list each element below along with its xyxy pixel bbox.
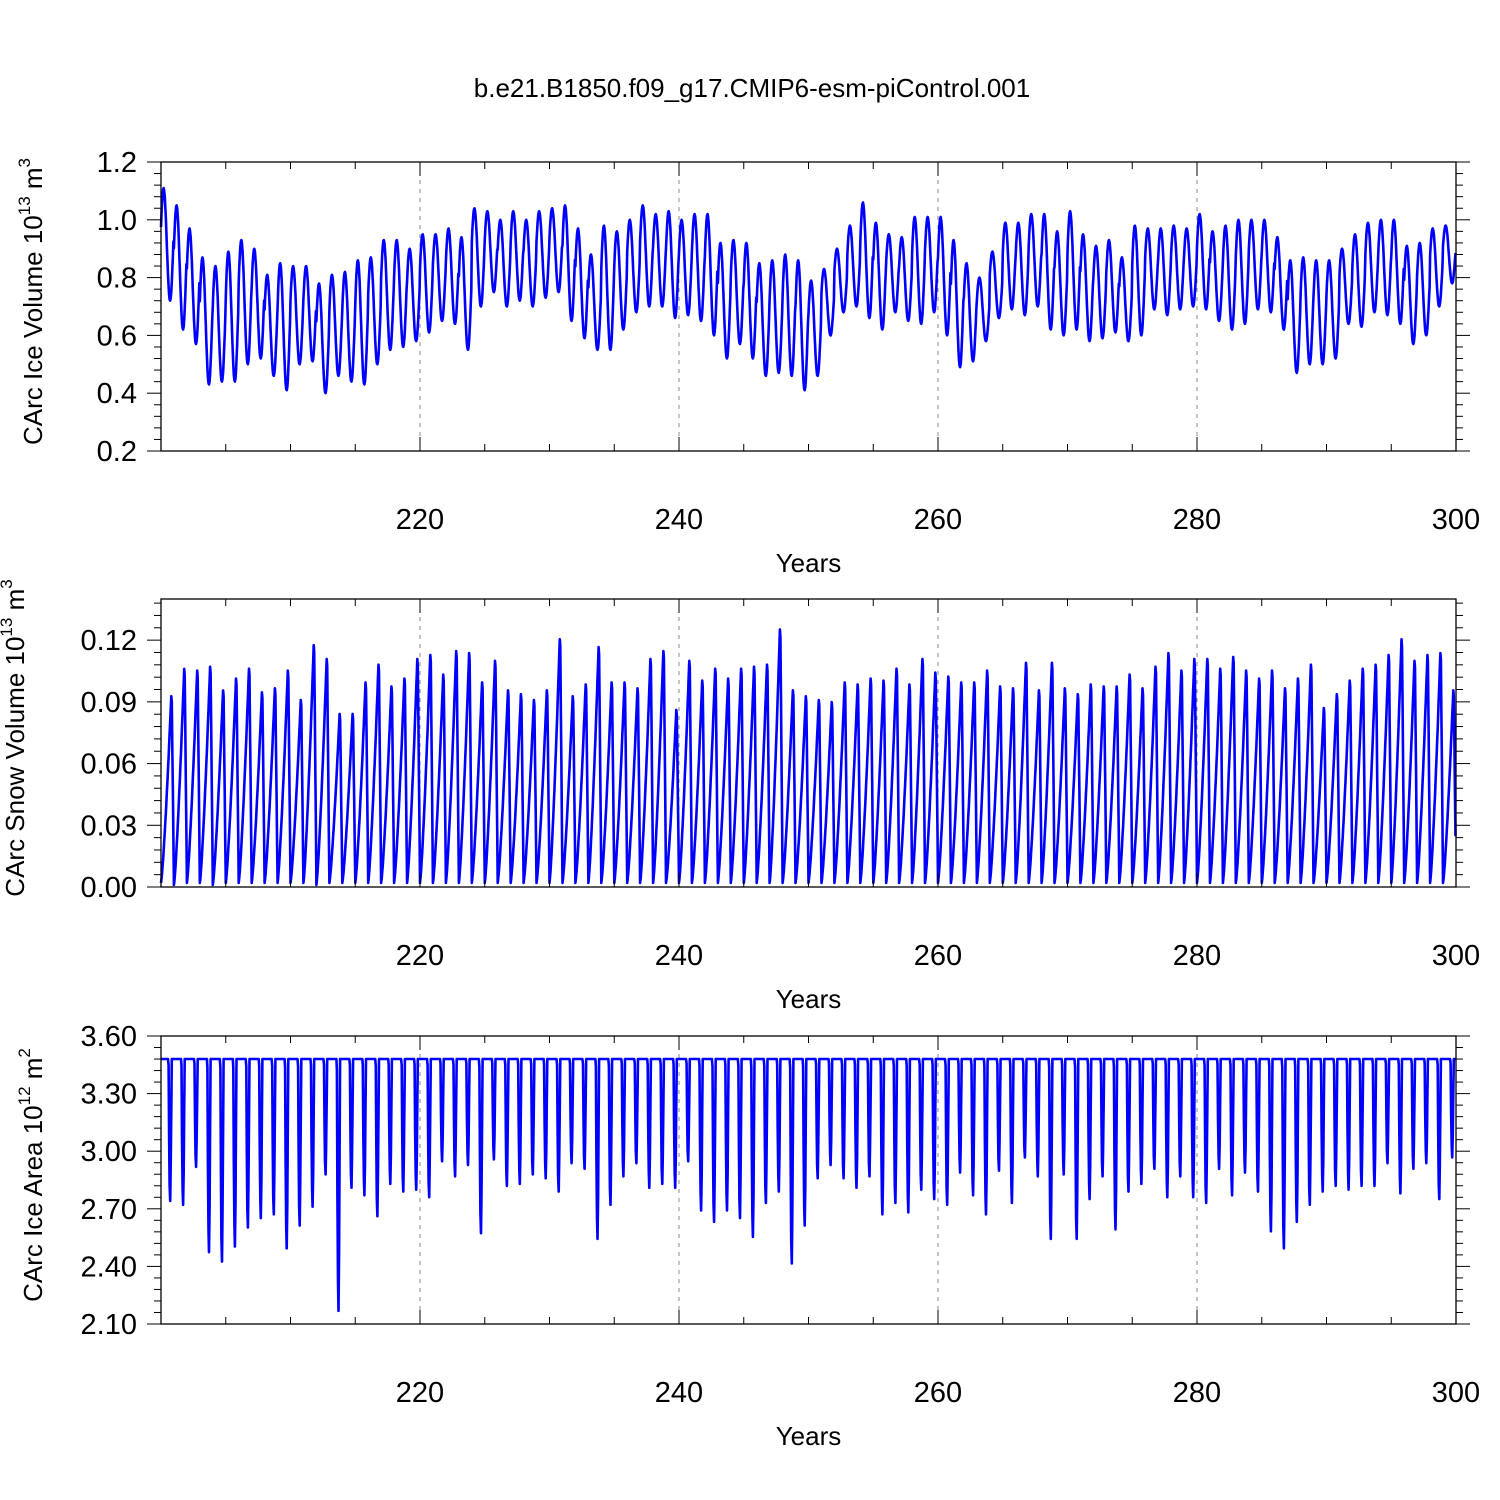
y-axis-title-unit-exp: 3	[0, 579, 16, 588]
x-tick-label: 260	[914, 940, 962, 972]
y-tick-label: 0.4	[97, 378, 137, 410]
plot-frame	[160, 1035, 1457, 1325]
y-tick-label: 0.09	[81, 687, 137, 719]
y-tick-label: 2.10	[81, 1309, 137, 1341]
y-tick-label: 1.2	[97, 147, 137, 179]
y-axis-title-unit-exp: 2	[15, 1048, 34, 1057]
x-tick-label: 300	[1432, 504, 1480, 536]
y-axis-title-exp: 13	[15, 196, 34, 215]
y-axis-title-unit: m	[18, 1058, 48, 1087]
x-tick-label: 240	[655, 940, 703, 972]
ice-volume-series-line	[159, 186, 1457, 395]
y-tick-label: 2.70	[81, 1194, 137, 1226]
y-axis-title-exp: 13	[0, 618, 16, 637]
x-tick-label: 220	[396, 504, 444, 536]
y-axis-title-unit: m	[0, 589, 30, 618]
figure-title: b.e21.B1850.f09_g17.CMIP6-esm-piControl.…	[474, 73, 1030, 103]
y-tick-label: 3.00	[81, 1136, 137, 1168]
y-axis-title-unit: m	[18, 167, 48, 196]
y-axis-title: CArc Snow Volume 1013 m3	[0, 579, 30, 896]
x-tick-label: 260	[914, 1377, 962, 1409]
y-tick-label: 1.0	[97, 205, 137, 237]
x-tick-label: 240	[655, 504, 703, 536]
y-tick-label: 0.8	[97, 263, 137, 295]
x-axis-title: Years	[776, 548, 842, 578]
y-axis-title: CArc Ice Volume 1013 m3	[15, 158, 48, 445]
x-tick-label: 220	[396, 1377, 444, 1409]
x-tick-label: 300	[1432, 940, 1480, 972]
x-tick-label: 280	[1173, 504, 1221, 536]
x-tick-label: 220	[396, 940, 444, 972]
y-tick-label: 2.40	[81, 1251, 137, 1283]
snow-volume-series-line	[159, 628, 1457, 887]
y-axis-title-unit-exp: 3	[15, 158, 34, 167]
y-axis-title: CArc Ice Area 1012 m2	[15, 1048, 48, 1302]
y-axis-title-base: CArc Snow Volume 10	[0, 637, 30, 897]
y-tick-label: 3.30	[81, 1079, 137, 1111]
ice-volume-panel: 0.2 0.4 0.6 0.8 1.0 1.2 220 240 260 280 300 Years CA…	[15, 147, 1480, 578]
x-tick-label: 260	[914, 504, 962, 536]
y-axis-title-base: CArc Ice Area 10	[18, 1105, 48, 1302]
x-tick-label: 300	[1432, 1377, 1480, 1409]
y-tick-label: 0.03	[81, 810, 137, 842]
y-tick-label: 0.00	[81, 872, 137, 904]
y-tick-label: 0.06	[81, 749, 137, 781]
x-axis-title: Years	[776, 984, 842, 1014]
snow-volume-panel: 0.00 0.03 0.06 0.09 0.12 220 240 260 280 300 Years…	[0, 579, 1480, 1014]
ice-area-series-line	[160, 1057, 1457, 1313]
panels: 0.2 0.4 0.6 0.8 1.0 1.2 220 240 260 280 300 Years CA…	[0, 147, 1480, 1451]
y-axis-title-exp: 12	[15, 1086, 34, 1105]
y-tick-label: 0.12	[81, 625, 137, 657]
y-tick-label: 0.6	[97, 320, 137, 352]
y-tick-label: 0.2	[97, 436, 137, 468]
y-axis-title-base: CArc Ice Volume 10	[18, 215, 48, 445]
y-tick-label: 3.60	[81, 1021, 137, 1053]
ice-area-panel: 2.10 2.40 2.70 3.00 3.30 3.60 220 240 260 280 300 Y…	[15, 1021, 1480, 1451]
x-axis-title: Years	[776, 1421, 842, 1451]
x-tick-label: 240	[655, 1377, 703, 1409]
x-tick-label: 280	[1173, 1377, 1221, 1409]
x-tick-label: 280	[1173, 940, 1221, 972]
